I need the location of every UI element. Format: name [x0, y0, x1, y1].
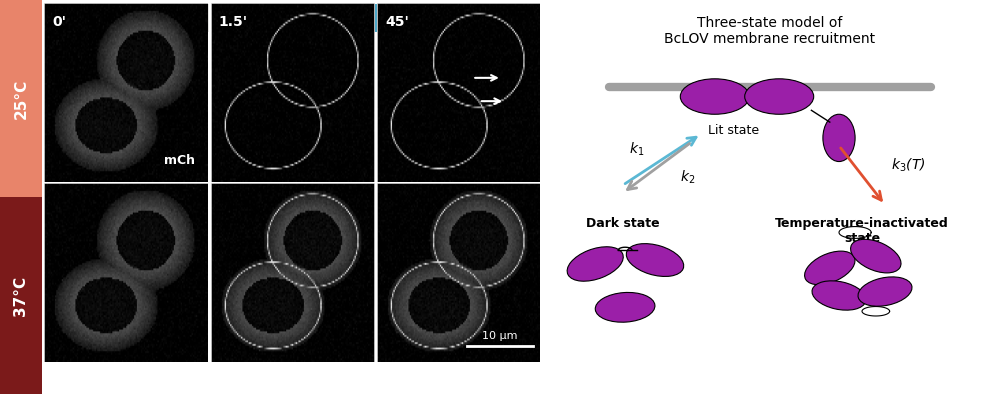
Text: $k_2$: $k_2$ — [680, 169, 695, 186]
Ellipse shape — [812, 281, 866, 310]
Text: 0': 0' — [52, 15, 66, 29]
Text: 25°C: 25°C — [14, 78, 28, 119]
Text: 10 μm: 10 μm — [482, 331, 518, 341]
Ellipse shape — [851, 239, 901, 273]
Text: 1.5': 1.5' — [219, 15, 248, 29]
Text: $k_1$: $k_1$ — [629, 141, 644, 158]
Ellipse shape — [680, 79, 749, 114]
Text: Lit state: Lit state — [708, 124, 759, 137]
Text: 37°C: 37°C — [14, 275, 28, 316]
Ellipse shape — [805, 251, 855, 285]
Text: mCh: mCh — [164, 154, 195, 167]
Ellipse shape — [858, 277, 912, 306]
Ellipse shape — [567, 247, 623, 281]
Ellipse shape — [595, 292, 655, 322]
Text: $k_3$(T): $k_3$(T) — [891, 157, 925, 174]
Ellipse shape — [626, 243, 684, 277]
Ellipse shape — [823, 114, 855, 162]
Text: Three-state model of
BcLOV membrane recruitment: Three-state model of BcLOV membrane recr… — [664, 16, 876, 46]
Text: 45': 45' — [386, 15, 409, 29]
Text: Dark state: Dark state — [586, 217, 660, 230]
Text: Temperature-inactivated
state: Temperature-inactivated state — [775, 217, 949, 245]
Ellipse shape — [745, 79, 814, 114]
